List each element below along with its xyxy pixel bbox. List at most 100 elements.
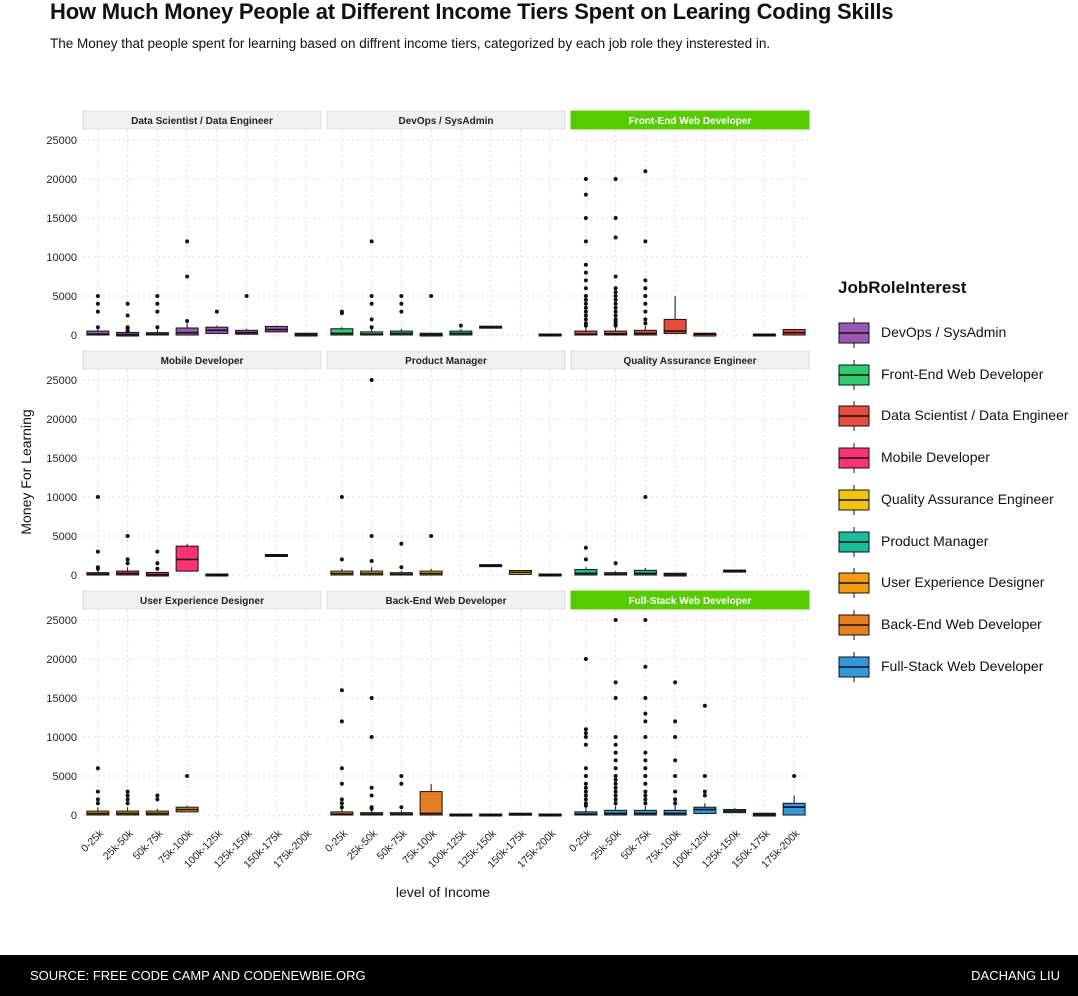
box-50k-75k <box>145 294 169 336</box>
outlier-point <box>613 313 618 318</box>
outlier-point <box>125 534 130 538</box>
facet-strip <box>570 110 810 130</box>
x-tick-label: 0-25k <box>567 827 595 855</box>
box-175k-200k <box>294 332 318 337</box>
outlier-point <box>583 192 588 197</box>
facet-panel: Back-End Web Developer0-25k25k-50k50k-75… <box>323 590 566 871</box>
outlier-point <box>185 274 190 279</box>
facet-strip <box>326 590 566 610</box>
y-tick-label: 0 <box>71 570 77 582</box>
outlier-point <box>95 294 100 298</box>
legend-title: JobRoleInterest <box>838 278 967 297</box>
outlier-point <box>613 781 618 786</box>
outlier-point <box>339 805 344 810</box>
outlier-point <box>613 305 618 310</box>
box-75k-100k <box>663 296 687 334</box>
box-75k-100k <box>175 543 199 572</box>
chart-title: How Much Money People at Different Incom… <box>50 0 894 24</box>
facet-title: DevOps / SysAdmin <box>398 116 493 127</box>
y-tick-label: 20000 <box>46 174 77 186</box>
box-25k-50k <box>604 561 628 576</box>
outlier-point <box>643 793 648 798</box>
box-125k-150k <box>723 807 747 814</box>
box-50k-75k <box>389 774 413 816</box>
outlier-point <box>125 561 130 566</box>
outlier-point <box>369 378 374 382</box>
legend-label: Quality Assurance Engineer <box>881 490 1054 507</box>
outlier-point <box>583 801 588 806</box>
box-125k-150k <box>479 813 503 817</box>
outlier-point <box>613 774 618 778</box>
faceted-boxplot: Data Scientist / Data Engineer 0 5000 10000… <box>18 110 810 900</box>
footer-author: DACHANG LIU <box>971 968 1060 983</box>
box-50k-75k <box>389 541 413 576</box>
x-tick-label: 25k-50k <box>589 827 624 862</box>
box-0-25k <box>330 495 354 576</box>
outlier-point <box>613 735 618 739</box>
facet-title: Back-End Web Developer <box>386 596 507 607</box>
outlier-point <box>583 766 588 771</box>
y-tick-label: 25000 <box>46 615 77 627</box>
facet-panel: Quality Assurance Engineer <box>570 350 810 580</box>
outlier-point <box>95 789 100 794</box>
outlier-point <box>673 797 678 802</box>
outlier-point <box>339 801 344 806</box>
outlier-point <box>95 549 100 554</box>
y-tick-label: 0 <box>71 330 77 342</box>
outlier-point <box>583 797 588 802</box>
outlier-point <box>399 294 404 298</box>
outlier-point <box>185 318 190 323</box>
outlier-point <box>399 309 404 314</box>
outlier-point <box>583 297 588 302</box>
x-tick-label: 0-25k <box>323 827 351 855</box>
outlier-point <box>643 317 648 322</box>
outlier-point <box>155 325 160 330</box>
box-75k-100k <box>175 774 199 813</box>
outlier-point <box>673 789 678 794</box>
outlier-point <box>643 766 648 771</box>
outlier-point <box>613 618 618 622</box>
outlier-point <box>583 294 588 298</box>
outlier-point <box>125 801 130 806</box>
outlier-point <box>613 561 618 566</box>
outlier-point <box>643 294 648 298</box>
outlier-point <box>643 789 648 794</box>
y-tick-label: 10000 <box>46 492 77 504</box>
x-axis-title: level of Income <box>396 884 490 900</box>
outlier-point <box>583 301 588 306</box>
outlier-point <box>583 305 588 310</box>
outlier-point <box>613 789 618 794</box>
outlier-point <box>399 541 404 546</box>
outlier-point <box>613 696 618 700</box>
facet-title: Data Scientist / Data Engineer <box>131 116 273 127</box>
box-50k-75k <box>633 618 657 816</box>
y-tick-label: 15000 <box>46 453 77 465</box>
outlier-point <box>95 309 100 314</box>
facet-strip <box>570 590 810 610</box>
outlier-point <box>613 680 618 685</box>
box-0-25k <box>86 294 110 336</box>
outlier-point <box>613 297 618 302</box>
outlier-point <box>643 750 648 755</box>
facet-title: Mobile Developer <box>161 356 244 367</box>
legend-key-icon <box>838 651 870 682</box>
outlier-point <box>429 294 434 298</box>
outlier-point <box>613 177 618 181</box>
box-25k-50k <box>604 618 628 816</box>
legend-label: User Experience Designer <box>881 574 1045 591</box>
outlier-point <box>95 325 100 330</box>
outlier-point <box>643 774 648 778</box>
footer-bar: SOURCE: FREE CODE CAMP AND CODENEWBIE.OR… <box>0 955 1078 996</box>
box-0-25k <box>86 495 110 576</box>
outlier-point <box>125 789 130 794</box>
outlier-point <box>369 696 374 700</box>
outlier-point <box>613 750 618 755</box>
outlier-point <box>155 561 160 566</box>
outlier-point <box>613 785 618 790</box>
outlier-point <box>399 774 404 778</box>
legend-key-icon <box>838 359 870 390</box>
facet-panel: Data Scientist / Data Engineer 0 5000 10000… <box>46 110 322 342</box>
legend-label: Product Manager <box>881 532 989 549</box>
box <box>663 318 687 334</box>
outlier-point <box>399 565 404 570</box>
